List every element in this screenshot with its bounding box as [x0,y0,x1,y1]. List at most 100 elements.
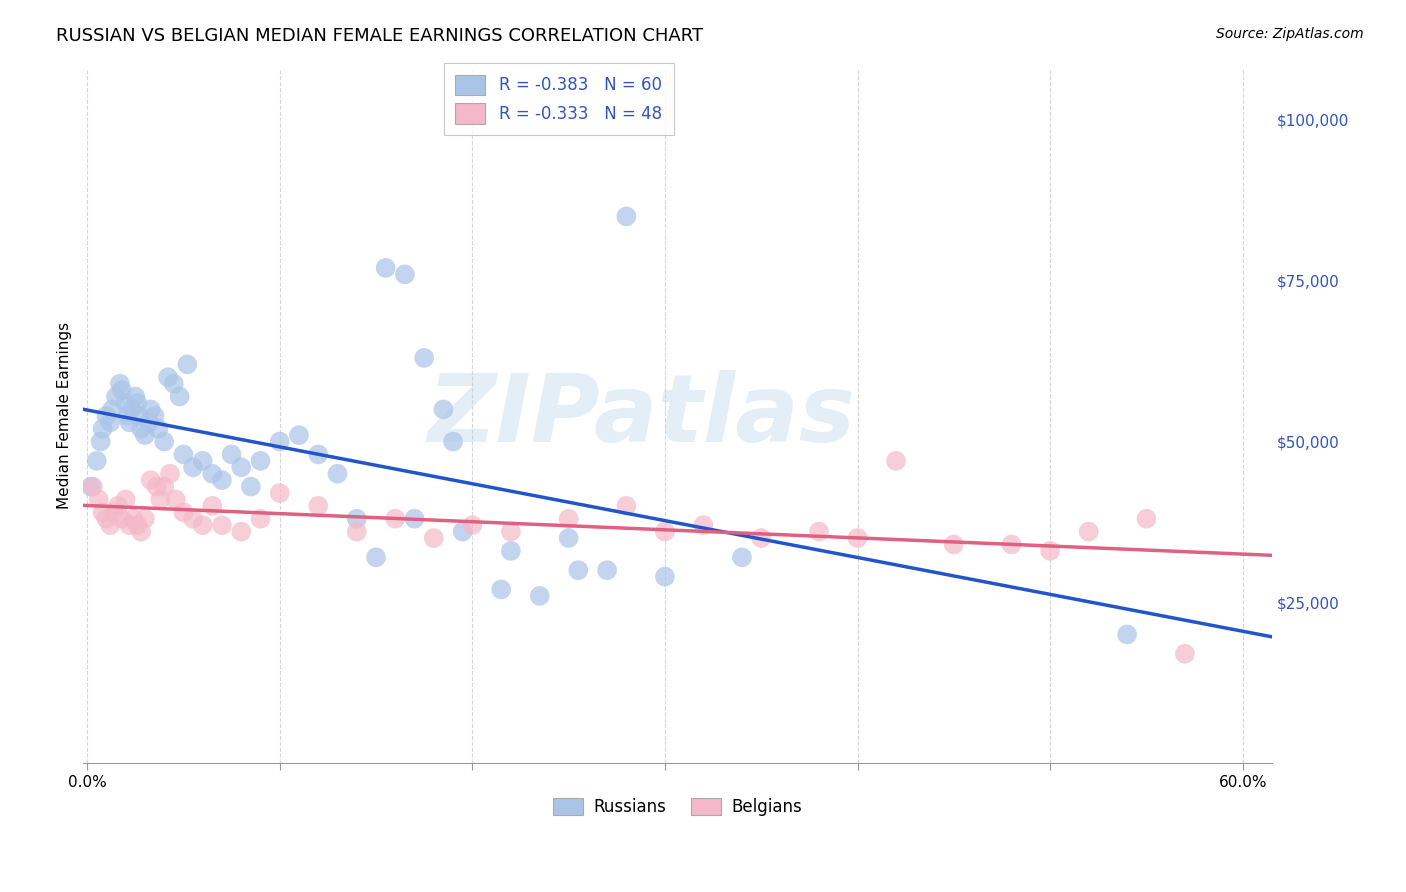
Point [413,351,436,365]
Point [432,402,454,417]
Point [153,479,176,493]
Point [364,550,387,565]
Point [692,518,714,533]
Point [231,524,253,539]
Point [149,492,172,507]
Point [884,454,907,468]
Point [654,524,676,539]
Point [307,499,329,513]
Point [82,479,104,493]
Point [1116,627,1139,641]
Point [404,512,426,526]
Point [96,512,118,526]
Point [557,531,579,545]
Point [1077,524,1099,539]
Point [231,460,253,475]
Point [451,524,474,539]
Text: RUSSIAN VS BELGIAN MEDIAN FEMALE EARNINGS CORRELATION CHART: RUSSIAN VS BELGIAN MEDIAN FEMALE EARNING… [56,27,703,45]
Point [249,512,271,526]
Point [165,492,187,507]
Point [288,428,311,442]
Point [138,415,160,429]
Point [374,260,396,275]
Point [172,505,194,519]
Point [423,531,446,545]
Point [148,422,170,436]
Point [211,473,233,487]
Point [731,550,754,565]
Point [441,434,464,449]
Point [90,434,112,449]
Point [87,492,110,507]
Point [129,422,152,436]
Point [249,454,271,468]
Point [91,422,114,436]
Point [191,454,214,468]
Point [1039,544,1062,558]
Point [111,383,134,397]
Point [118,518,141,533]
Text: Source: ZipAtlas.com: Source: ZipAtlas.com [1216,27,1364,41]
Point [529,589,551,603]
Point [143,409,166,423]
Point [153,434,176,449]
Point [117,409,139,423]
Point [211,518,233,533]
Point [169,390,191,404]
Point [127,518,149,533]
Point [191,518,214,533]
Point [1135,512,1157,526]
Point [181,460,204,475]
Point [105,390,128,404]
Point [157,370,180,384]
Point [163,376,186,391]
Point [567,563,589,577]
Point [221,447,243,461]
Point [201,499,224,513]
Point [394,268,416,282]
Point [139,402,162,417]
Point [1000,537,1022,551]
Point [654,569,676,583]
Point [128,409,150,423]
Point [139,473,162,487]
Point [596,563,619,577]
Point [111,512,134,526]
Point [101,402,124,417]
Point [107,499,129,513]
Point [96,409,118,423]
Point [499,544,522,558]
Point [846,531,869,545]
Point [384,512,406,526]
Point [86,454,108,468]
Y-axis label: Median Female Earnings: Median Female Earnings [58,322,72,509]
Legend: Russians, Belgians: Russians, Belgians [544,789,810,824]
Point [103,505,125,519]
Point [269,486,291,500]
Point [489,582,512,597]
Point [98,518,121,533]
Point [461,518,484,533]
Point [942,537,965,551]
Point [749,531,772,545]
Point [129,524,152,539]
Point [120,402,142,417]
Point [239,479,262,493]
Point [114,492,136,507]
Text: ZIPatlas: ZIPatlas [427,370,856,462]
Point [807,524,830,539]
Point [172,447,194,461]
Point [499,524,522,539]
Point [91,505,114,519]
Point [616,210,638,224]
Point [269,434,291,449]
Point [122,512,145,526]
Point [145,479,167,493]
Point [616,499,638,513]
Point [127,396,149,410]
Point [201,467,224,481]
Point [307,447,329,461]
Point [346,524,368,539]
Point [557,512,579,526]
Point [326,467,349,481]
